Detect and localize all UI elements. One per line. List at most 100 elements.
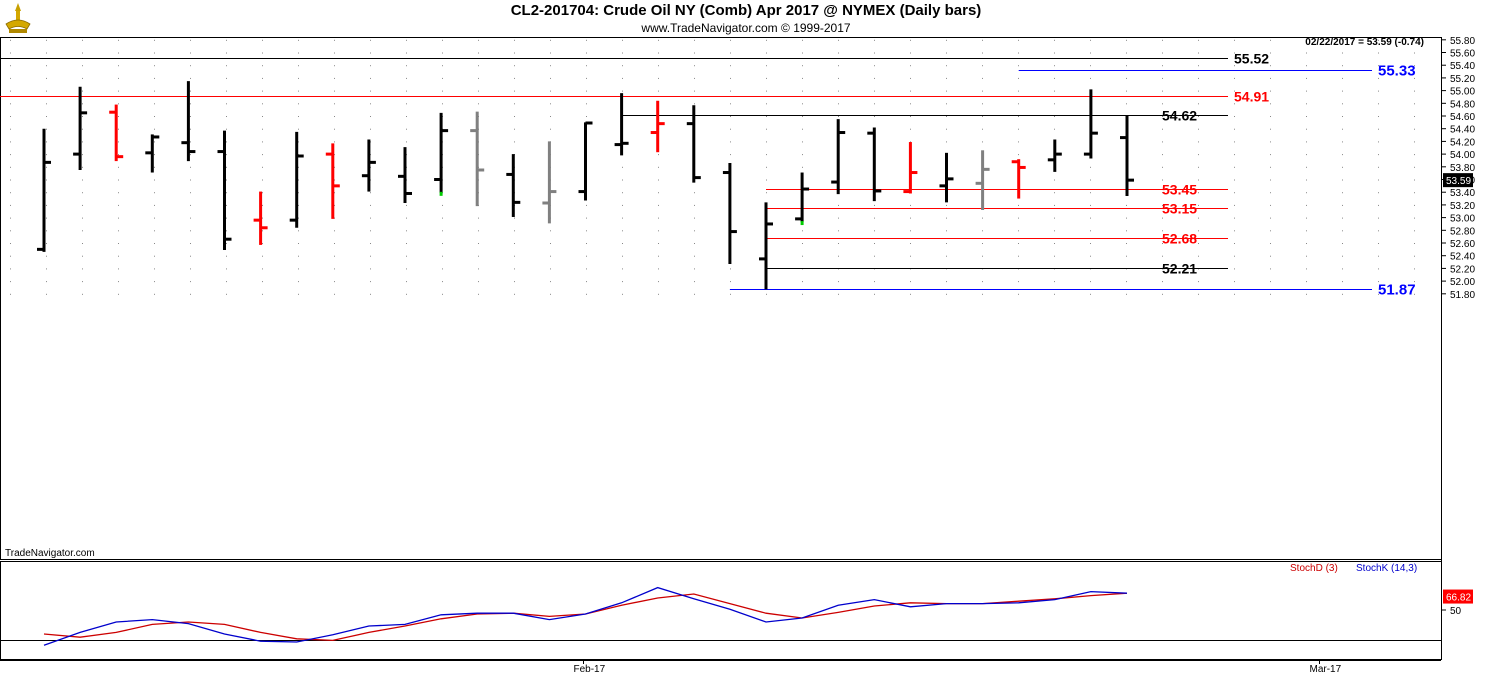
grid-dot (1378, 90, 1379, 92)
grid-dot (262, 255, 263, 257)
grid-dot (1342, 166, 1343, 168)
grid-dot (766, 65, 767, 67)
level-label: 53.15 (1162, 201, 1197, 217)
grid-dot (946, 243, 947, 245)
grid-dot (262, 90, 263, 92)
grid-dot (334, 128, 335, 130)
grid-dot (946, 281, 947, 283)
grid-dot (1234, 204, 1235, 206)
grid-dot (154, 116, 155, 118)
grid-dot (730, 65, 731, 67)
grid-dot (1198, 90, 1199, 92)
grid-dot (838, 243, 839, 245)
grid-dot (910, 281, 911, 283)
grid-dot (802, 128, 803, 130)
grid-dot (946, 52, 947, 54)
grid-dot (10, 103, 11, 105)
grid-dot (118, 116, 119, 118)
grid-dot (190, 281, 191, 283)
grid-dot (802, 90, 803, 92)
grid-dot (118, 230, 119, 232)
grid-dot (1378, 52, 1379, 54)
grid-dot (1054, 192, 1055, 194)
grid-dot (1018, 103, 1019, 105)
grid-dot (298, 90, 299, 92)
grid-dot (694, 281, 695, 283)
grid-dot (1090, 243, 1091, 245)
grid-dot (190, 255, 191, 257)
grid-dot (1378, 217, 1379, 219)
grid-dot (874, 103, 875, 105)
grid-dot (262, 268, 263, 270)
grid-dot (1090, 293, 1091, 295)
grid-dot (766, 116, 767, 118)
grid-dot (1198, 204, 1199, 206)
grid-dot (298, 103, 299, 105)
grid-dot (262, 116, 263, 118)
grid-dot (1054, 217, 1055, 219)
grid-dot (766, 128, 767, 130)
grid-dot (1054, 243, 1055, 245)
grid-dot (550, 281, 551, 283)
grid-dot (1342, 217, 1343, 219)
grid-dot (262, 141, 263, 143)
grid-dot (874, 52, 875, 54)
grid-dot (1054, 179, 1055, 181)
grid-dot (226, 65, 227, 67)
grid-dot (1270, 65, 1271, 67)
grid-dot (334, 255, 335, 257)
grid-dot (190, 141, 191, 143)
grid-dot (1234, 243, 1235, 245)
grid-dot (226, 103, 227, 105)
grid-dot (370, 77, 371, 79)
grid-dot (982, 65, 983, 67)
grid-dot (1306, 77, 1307, 79)
grid-dot (622, 293, 623, 295)
grid-dot (226, 255, 227, 257)
grid-dot (1234, 217, 1235, 219)
grid-dot (1414, 281, 1415, 283)
grid-dot (514, 293, 515, 295)
last-bar-info: 02/22/2017 = 53.59 (-0.74) (1305, 37, 1424, 48)
grid-dot (10, 166, 11, 168)
grid-dot (406, 268, 407, 270)
grid-dot (1018, 204, 1019, 206)
grid-dot (658, 230, 659, 232)
x-tick-label: Mar-17 (1310, 664, 1342, 675)
grid-dot (82, 154, 83, 156)
grid-dot (370, 39, 371, 41)
grid-dot (406, 52, 407, 54)
grid-dot (586, 52, 587, 54)
grid-dot (1054, 204, 1055, 206)
grid-dot (442, 103, 443, 105)
grid-dot (766, 192, 767, 194)
grid-dot (262, 281, 263, 283)
grid-dot (1270, 293, 1271, 295)
grid-dot (1306, 154, 1307, 156)
grid-dot (550, 230, 551, 232)
grid-dot (730, 39, 731, 41)
grid-dot (1378, 65, 1379, 67)
grid-dot (694, 243, 695, 245)
tradenavigator-logo-icon (3, 2, 33, 34)
grid-dot (46, 192, 47, 194)
x-tick-label: Feb-17 (574, 664, 606, 675)
grid-dot (118, 255, 119, 257)
grid-dot (586, 39, 587, 41)
grid-dot (838, 65, 839, 67)
grid-dot (334, 243, 335, 245)
grid-dot (370, 52, 371, 54)
grid-dot (514, 255, 515, 257)
grid-dot (298, 39, 299, 41)
grid-dot (1414, 268, 1415, 270)
grid-dot (298, 243, 299, 245)
grid-dot (1234, 103, 1235, 105)
legend-stochd: StochD (3) (1290, 563, 1338, 574)
grid-dot (982, 39, 983, 41)
grid-dot (1342, 154, 1343, 156)
grid-dot (1054, 281, 1055, 283)
grid-dot (694, 204, 695, 206)
grid-dot (1306, 116, 1307, 118)
grid-dot (1234, 52, 1235, 54)
grid-dot (478, 281, 479, 283)
